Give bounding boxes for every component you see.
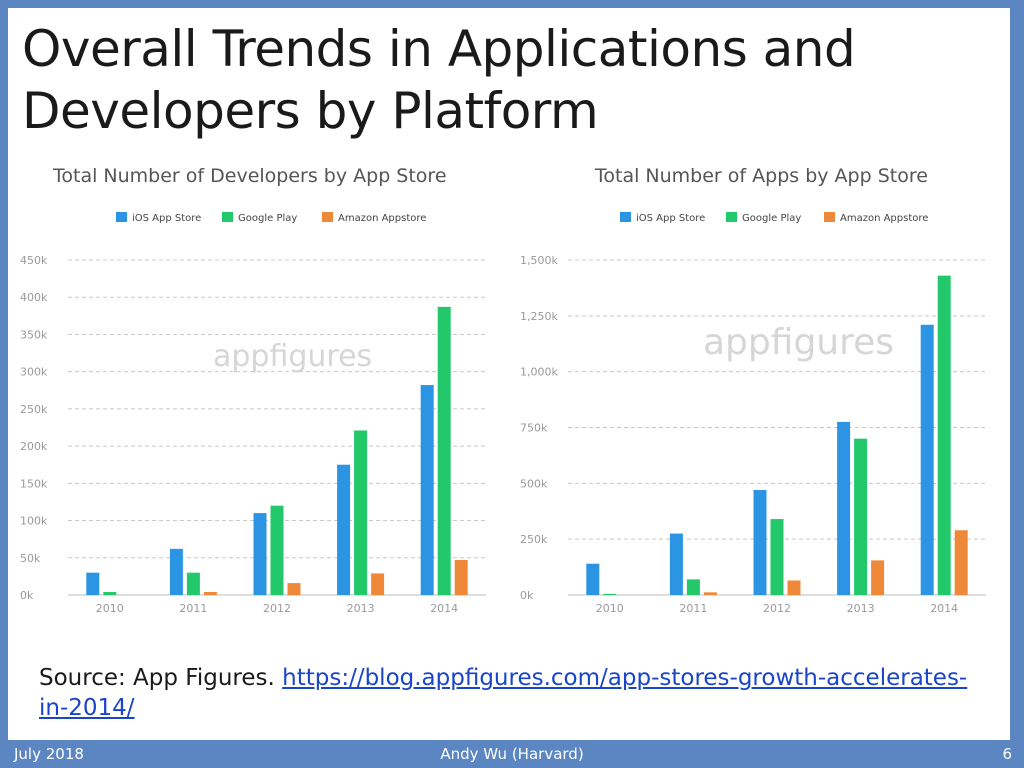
chart1-xtick-label-1: 2011: [679, 602, 707, 613]
chart1-bar-2013-0: [837, 421, 851, 595]
chart1-bar-2010-1: [603, 593, 617, 595]
chart0-ytick-label-9: 450k: [20, 254, 48, 267]
chart0-xtick-label-4: 2014: [430, 602, 458, 613]
chart0-bar-2011-2: [203, 592, 217, 595]
chart0-ytick-label-1: 50k: [20, 552, 41, 565]
chart1-legend-label-1: Google Play: [742, 213, 801, 224]
chart1-ytick-label-1: 250k: [520, 533, 548, 546]
apps-chart: Total Number of Apps by App Store iOS App…: [508, 148, 998, 613]
chart1-bar-2010-0: [586, 563, 600, 595]
chart0-ytick-label-2: 100k: [20, 515, 48, 528]
chart1-legend-label-0: iOS App Store: [636, 213, 705, 224]
chart1-xtick-label-2: 2012: [763, 602, 791, 613]
footer-author: Andy Wu (Harvard): [440, 745, 584, 763]
chart1-xtick-label-3: 2013: [847, 602, 875, 613]
chart1-ytick-label-4: 1,000k: [520, 366, 558, 379]
chart0-xtick-label-1: 2011: [179, 602, 207, 613]
chart0-bar-2010-0: [86, 572, 100, 595]
chart0-bar-2012-0: [253, 513, 267, 595]
chart1-bar-2011-0: [669, 533, 683, 595]
chart0-watermark: appfigures: [213, 339, 372, 374]
chart1-bar-2011-2: [703, 592, 717, 595]
chart0-bar-2013-2: [371, 573, 385, 595]
chart0-bar-2014-2: [454, 560, 468, 595]
chart1-bar-2011-1: [686, 579, 700, 595]
chart1-legend-swatch-2: [824, 212, 835, 222]
slide: Overall Trends in Applications and Devel…: [8, 8, 1010, 740]
chart0-ytick-label-8: 400k: [20, 291, 48, 304]
chart1-bar-2013-2: [871, 560, 885, 595]
developers-chart: Total Number of Developers by App Store i…: [8, 148, 498, 613]
chart0-ytick-label-0: 0k: [20, 589, 34, 602]
chart0-ytick-label-5: 250k: [20, 403, 48, 416]
chart1-legend-label-2: Amazon Appstore: [840, 213, 928, 224]
chart1-bar-2012-2: [787, 580, 801, 595]
chart0-title: Total Number of Developers by App Store: [52, 165, 447, 187]
slide-title: Overall Trends in Applications and Devel…: [22, 20, 856, 140]
chart1-title: Total Number of Apps by App Store: [594, 165, 928, 187]
page-number: 6: [1002, 745, 1012, 763]
chart1-bar-2014-1: [937, 275, 951, 595]
chart0-legend-swatch-0: [116, 212, 127, 222]
source-prefix: Source: App Figures.: [39, 665, 275, 691]
chart1-watermark: appfigures: [703, 322, 894, 363]
chart0-xtick-label-2: 2012: [263, 602, 291, 613]
chart0-bar-2013-0: [337, 464, 351, 595]
chart1-legend-swatch-1: [726, 212, 737, 222]
chart1-legend-swatch-0: [620, 212, 631, 222]
chart1-bar-2014-0: [920, 324, 934, 595]
chart0-legend-label-0: iOS App Store: [132, 213, 201, 224]
chart0-bar-2011-1: [186, 572, 200, 595]
chart0-bar-2012-2: [287, 583, 301, 595]
apps-chart-svg: Total Number of Apps by App Store iOS App…: [520, 165, 986, 613]
chart0-bar-2013-1: [354, 430, 368, 595]
chart1-bar-2013-1: [854, 438, 868, 595]
chart0-legend-swatch-2: [322, 212, 333, 222]
chart0-ytick-label-4: 200k: [20, 440, 48, 453]
chart1-xtick-label-0: 2010: [596, 602, 624, 613]
chart0-xtick-label-3: 2013: [347, 602, 375, 613]
chart0-xtick-label-0: 2010: [96, 602, 124, 613]
chart1-bar-2012-1: [770, 519, 784, 595]
developers-chart-svg: Total Number of Developers by App Store i…: [20, 165, 486, 613]
chart0-bar-2011-0: [169, 548, 183, 595]
chart0-bar-2012-1: [270, 505, 284, 595]
chart0-bar-2014-1: [437, 306, 451, 595]
chart0-bar-2014-0: [420, 385, 434, 595]
chart0-legend-label-1: Google Play: [238, 213, 297, 224]
chart1-bar-2014-2: [954, 530, 968, 595]
footer-date: July 2018: [14, 745, 84, 763]
chart1-ytick-label-2: 500k: [520, 477, 548, 490]
chart0-ytick-label-7: 350k: [20, 328, 48, 341]
chart1-xtick-label-4: 2014: [930, 602, 958, 613]
chart0-bar-2010-1: [103, 592, 117, 595]
chart0-ytick-label-3: 150k: [20, 477, 48, 490]
chart1-ytick-label-6: 1,500k: [520, 254, 558, 267]
source-link[interactable]: https://blog.appfigures.com/app-stores-g…: [39, 665, 968, 721]
slide-footer: July 2018 Andy Wu (Harvard) 6: [0, 740, 1024, 768]
chart1-ytick-label-0: 0k: [520, 589, 534, 602]
source-citation: Source: App Figures. https://blog.appfig…: [39, 663, 979, 723]
chart0-legend-label-2: Amazon Appstore: [338, 213, 426, 224]
chart1-ytick-label-3: 750k: [520, 422, 548, 435]
chart0-ytick-label-6: 300k: [20, 366, 48, 379]
chart1-ytick-label-5: 1,250k: [520, 310, 558, 323]
chart0-legend-swatch-1: [222, 212, 233, 222]
chart1-bar-2012-0: [753, 490, 767, 595]
